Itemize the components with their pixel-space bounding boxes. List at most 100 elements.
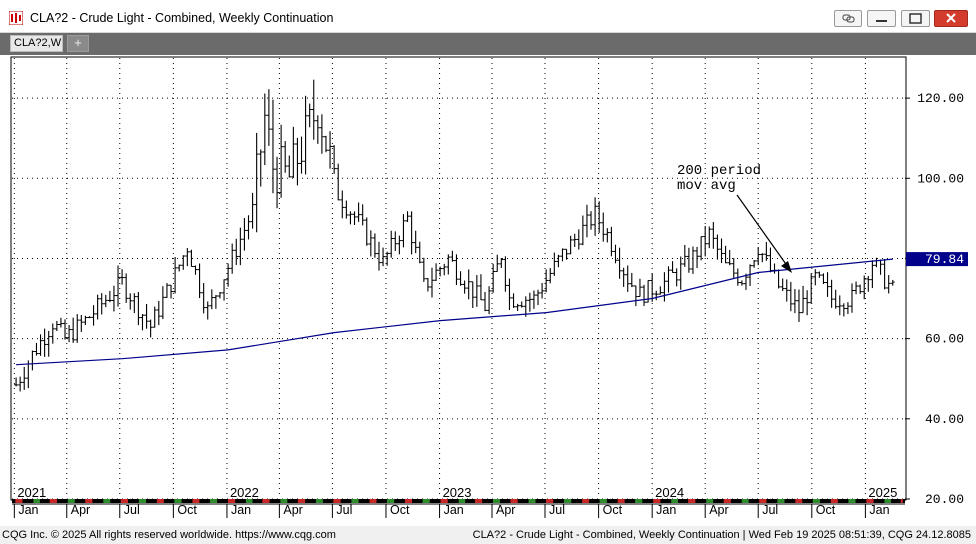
month-label: Apr	[709, 503, 728, 517]
month-marker	[386, 499, 395, 503]
price-bar	[503, 256, 508, 292]
minimize-icon	[876, 20, 887, 22]
price-bar	[654, 290, 659, 301]
month-marker	[67, 499, 75, 503]
y-tick-label: 40.00	[925, 412, 964, 427]
price-bar	[597, 201, 602, 233]
price-bar	[690, 246, 695, 274]
month-marker	[246, 499, 253, 503]
time-axis: Jan Apr Jul Oct Jan Apr Jul Oct Jan Apr Jul Oct Jan A…	[12, 485, 905, 518]
price-bar	[67, 325, 72, 343]
price-bar	[682, 244, 687, 267]
add-tab-button[interactable]: +	[67, 35, 89, 52]
month-label: Jul	[762, 503, 778, 517]
month-marker	[884, 499, 891, 503]
price-bar	[854, 281, 859, 295]
close-button[interactable]	[934, 10, 968, 27]
price-bar	[870, 260, 875, 289]
price-bar	[450, 250, 455, 262]
chart-info-text: CLA?2 - Crude Light - Combined, Weekly C…	[472, 529, 971, 541]
link-button[interactable]	[834, 10, 862, 27]
price-bar	[845, 302, 850, 315]
month-marker	[706, 499, 714, 503]
price-bar	[393, 231, 398, 251]
price-bar	[862, 275, 867, 300]
price-bar	[132, 293, 137, 314]
price-bar	[446, 254, 451, 275]
month-marker	[688, 499, 696, 503]
month-marker	[297, 499, 306, 503]
price-bar	[866, 276, 871, 292]
month-label: Oct	[603, 503, 623, 517]
month-marker	[440, 499, 448, 503]
price-bar	[780, 278, 785, 292]
price-bar	[201, 283, 206, 314]
ma-annotation: 200 period mov avg	[677, 163, 792, 273]
price-bar	[580, 215, 585, 246]
price-bar	[226, 263, 231, 287]
price-bar	[128, 293, 133, 310]
price-bar	[544, 269, 549, 293]
price-bar	[217, 291, 222, 299]
month-marker	[49, 499, 57, 503]
last-price-badge: 79.84	[906, 252, 968, 267]
price-bar	[886, 275, 891, 294]
month-marker	[85, 499, 93, 503]
status-bar: CQG Inc. © 2025 All rights reserved worl…	[0, 526, 976, 544]
month-marker	[777, 499, 785, 503]
price-bar	[552, 252, 557, 277]
year-label: 2021	[17, 485, 46, 500]
price-bar	[250, 192, 255, 229]
month-marker	[369, 499, 377, 503]
price-bar	[650, 273, 655, 302]
price-bar	[739, 280, 744, 286]
month-marker	[280, 499, 288, 503]
month-marker	[741, 499, 749, 503]
month-marker	[795, 499, 803, 503]
price-bar	[715, 234, 720, 260]
price-bar	[385, 251, 390, 266]
month-marker	[866, 499, 874, 503]
price-bar	[674, 268, 679, 287]
price-bar	[364, 217, 369, 246]
price-bar	[332, 145, 337, 174]
price-bar	[560, 248, 565, 262]
price-bar	[633, 285, 638, 307]
price-bar	[136, 292, 141, 326]
month-marker	[653, 499, 661, 503]
price-bar	[821, 273, 826, 285]
price-bar	[173, 257, 178, 294]
price-bar	[50, 323, 55, 344]
price-bar	[348, 211, 353, 225]
month-marker	[510, 499, 518, 503]
minimize-button[interactable]	[867, 10, 896, 27]
price-bar	[796, 289, 801, 322]
price-bar	[515, 303, 520, 311]
price-bar	[381, 247, 386, 267]
price-bar	[593, 197, 598, 236]
price-bar	[323, 135, 328, 153]
month-label: Apr	[283, 503, 302, 517]
price-bar	[291, 126, 296, 179]
price-bar	[295, 137, 300, 186]
price-bar	[18, 376, 23, 392]
app-icon	[9, 11, 23, 25]
price-bar	[882, 258, 887, 290]
price-bar	[601, 212, 606, 242]
month-marker	[333, 499, 341, 503]
price-bar	[283, 141, 288, 173]
price-bar	[14, 377, 19, 387]
tab-chart[interactable]: CLA?2,W	[10, 35, 63, 52]
price-bar	[91, 305, 96, 326]
price-bar	[120, 269, 125, 285]
price-chart[interactable]: Jan Apr Jul Oct Jan Apr Jul Oct Jan Apr Jul Oct Jan A…	[0, 55, 976, 526]
month-label: Oct	[390, 503, 410, 517]
month-marker	[103, 499, 111, 503]
price-bar	[299, 136, 304, 174]
restore-button[interactable]	[901, 10, 930, 27]
month-marker	[564, 499, 572, 503]
price-bar	[613, 244, 618, 264]
price-bar	[401, 214, 406, 248]
price-bar	[340, 190, 345, 219]
price-bar	[99, 293, 104, 315]
